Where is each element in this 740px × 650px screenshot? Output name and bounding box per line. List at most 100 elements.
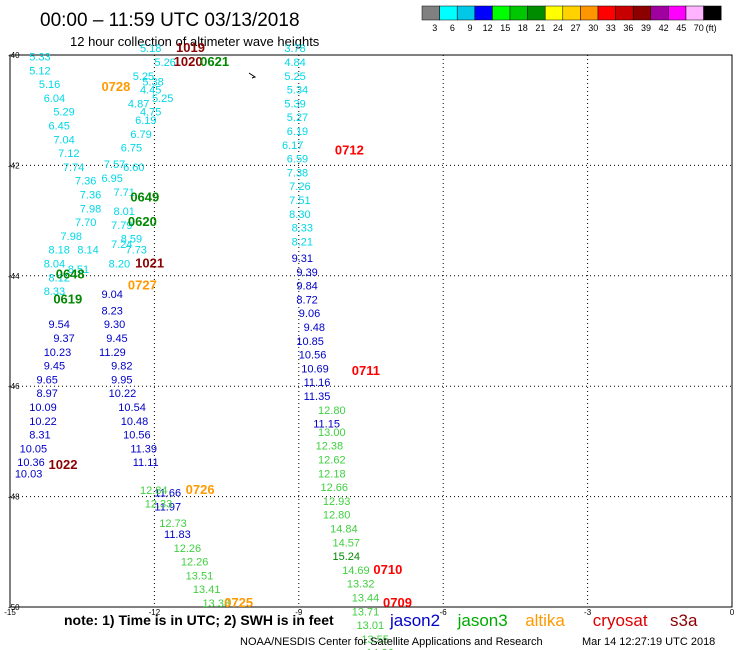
- wave-height-label: 7.98: [61, 231, 82, 243]
- wave-height-label: 12.66: [320, 482, 348, 494]
- wave-height-label: 11.66: [154, 488, 181, 500]
- legend-swatch: [421, 5, 440, 21]
- wave-height-label: 7.24: [111, 239, 132, 251]
- wave-height-label: 9.30: [104, 319, 125, 331]
- legend-swatch: [527, 5, 546, 21]
- wave-height-label: 6.75: [121, 143, 142, 155]
- longitude-tick-label: 0: [730, 608, 735, 617]
- time-label: 0619: [53, 291, 82, 306]
- time-label: 0725: [224, 595, 253, 610]
- legend-swatch-label: 42: [659, 23, 669, 33]
- wave-height-label: 5.25: [284, 71, 305, 83]
- legend-swatch-label: 33: [606, 23, 616, 33]
- legend-swatch-label: 36: [623, 23, 633, 33]
- legend-swatch: [597, 5, 616, 21]
- time-label: 1021: [135, 256, 164, 271]
- wave-height-label: 12.26: [174, 543, 202, 555]
- legend-swatch: [668, 5, 687, 21]
- wave-height-label: 5.16: [39, 79, 60, 91]
- wave-height-label: 5.12: [29, 65, 50, 77]
- legend-swatch: [509, 5, 528, 21]
- wave-height-label: 7.51: [289, 195, 310, 207]
- wave-height-label: 5.25: [133, 71, 154, 83]
- wave-height-label: 8.23: [101, 305, 122, 317]
- legend-swatch-label: 24: [553, 23, 563, 33]
- satellite-legend-item: jason2: [389, 611, 440, 630]
- wave-height-label: 9.39: [296, 267, 317, 279]
- wave-height-label: 11.16: [304, 377, 331, 389]
- wave-height-label: 10.03: [15, 468, 43, 480]
- latitude-tick-label: -42: [8, 161, 20, 170]
- wave-height-label: 10.23: [44, 347, 72, 359]
- wave-height-label: 9.37: [53, 333, 74, 345]
- wave-height-label: 13.41: [193, 584, 221, 596]
- wave-height-label: 9.65: [36, 374, 57, 386]
- wave-height-label: 6.79: [130, 129, 151, 141]
- wave-height-label: 10.69: [301, 363, 329, 375]
- wave-height-label: 9.54: [49, 319, 70, 331]
- wave-height-label: 8.20: [109, 259, 130, 271]
- wave-height-label: 9.45: [106, 333, 127, 345]
- wave-height-label: 5.39: [284, 98, 305, 110]
- wave-height-label: 13.71: [352, 606, 380, 618]
- wave-height-label: 8.51: [68, 264, 89, 276]
- legend-swatch-label: 30: [588, 23, 598, 33]
- wave-height-label: 9.04: [101, 289, 122, 301]
- longitude-tick-label: -3: [584, 608, 592, 617]
- wave-height-label: 12.18: [318, 468, 346, 480]
- legend-unit: (ft): [706, 23, 717, 33]
- wave-height-label: 12.73: [159, 518, 187, 530]
- time-label: 0710: [373, 562, 402, 577]
- wave-height-label: 9.95: [111, 374, 132, 386]
- wave-height-label: 9.84: [296, 281, 317, 293]
- satellite-legend-item: jason3: [457, 611, 508, 630]
- wave-height-label: 4.84: [284, 57, 305, 69]
- time-label: 1022: [49, 457, 78, 472]
- legend-swatch-label: 12: [483, 23, 493, 33]
- time-label: 0649: [130, 189, 159, 204]
- legend-swatch-label: 21: [535, 23, 545, 33]
- wave-height-label: 9.48: [304, 322, 325, 334]
- wave-height-label: 11.11: [133, 457, 159, 469]
- page-subtitle: 12 hour collection of altimeter wave hei…: [70, 34, 320, 49]
- wave-height-label: 6.45: [49, 121, 70, 133]
- wave-height-label: 8.72: [296, 294, 317, 306]
- footer-timestamp: Mar 14 12:27:19 UTC 2018: [582, 636, 715, 648]
- wave-height-label: 13.55: [361, 634, 389, 646]
- wave-height-label: 9.31: [292, 253, 313, 265]
- wave-height-label: 10.85: [296, 336, 324, 348]
- wave-height-label: 12.33: [145, 499, 173, 511]
- legend-swatch: [650, 5, 669, 21]
- longitude-tick-label: -9: [295, 608, 303, 617]
- wave-height-label: 5.29: [53, 107, 74, 119]
- legend-swatch: [474, 5, 493, 21]
- time-label: 0621: [200, 54, 229, 69]
- wave-height-label: 12.80: [318, 405, 346, 417]
- map-plot-area: -40 -42 -44 -46 -48 -50-15 -12 -9 -6 -3 0 5.335.12…: [4, 40, 735, 650]
- wave-height-label: 12.38: [316, 441, 344, 453]
- wave-height-label: 12.62: [318, 454, 346, 466]
- time-label: 0648: [56, 267, 85, 282]
- legend-swatch: [562, 5, 581, 21]
- wave-height-label: 13.38: [203, 598, 231, 610]
- legend-swatch-label: 45: [676, 23, 686, 33]
- legend-swatch-label: 3: [432, 23, 437, 33]
- wave-height-label: 8.01: [113, 206, 134, 218]
- map-gridlines: [9, 54, 733, 608]
- wave-height-label: 4.75: [140, 107, 161, 119]
- wave-height-label: 14.84: [330, 523, 358, 535]
- footer-note: note: 1) Time is in UTC; 2) SWH is in fe…: [64, 612, 334, 628]
- wave-height-label: 10.05: [20, 443, 48, 455]
- wave-height-label: 5.38: [142, 76, 163, 88]
- wave-height-label: 8.18: [49, 245, 70, 257]
- satellite-legend-item: altika: [525, 611, 565, 630]
- wave-height-label: 10.09: [29, 402, 57, 414]
- legend-swatch-label: 39: [641, 23, 651, 33]
- wave-height-label: 8.33: [44, 286, 65, 298]
- wave-height-label: 7.04: [53, 134, 74, 146]
- time-label: 0711: [352, 363, 380, 378]
- legend-swatch-label: 15: [500, 23, 510, 33]
- wave-height-label: 8.59: [121, 234, 142, 246]
- wave-height-label: 12.80: [323, 510, 351, 522]
